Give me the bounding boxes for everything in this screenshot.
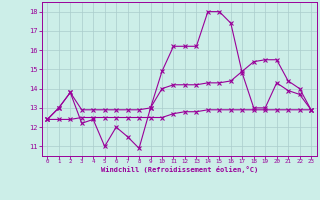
X-axis label: Windchill (Refroidissement éolien,°C): Windchill (Refroidissement éolien,°C) bbox=[100, 166, 258, 173]
